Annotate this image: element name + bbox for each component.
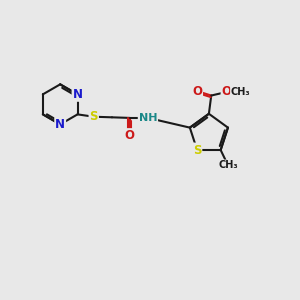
Text: N: N	[73, 88, 82, 101]
Text: NH: NH	[139, 113, 157, 123]
Text: CH₃: CH₃	[218, 160, 238, 170]
Text: O: O	[192, 85, 202, 98]
Text: O: O	[222, 85, 232, 98]
Text: S: S	[89, 110, 98, 123]
Text: N: N	[55, 118, 65, 131]
Text: O: O	[125, 129, 135, 142]
Text: CH₃: CH₃	[231, 87, 250, 97]
Text: S: S	[193, 143, 201, 157]
